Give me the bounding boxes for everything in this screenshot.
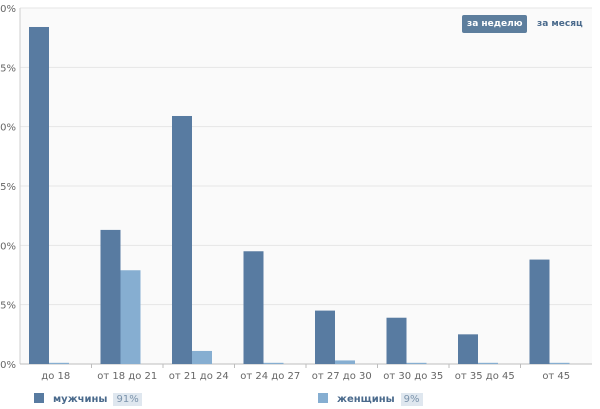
bar-women-3[interactable] (263, 362, 284, 364)
legend-swatch-men (34, 393, 44, 403)
legend-label-men: мужчины (53, 394, 108, 405)
y-tick-label: 20% (0, 123, 16, 134)
month-toggle-button[interactable]: за месяц (537, 19, 583, 29)
bar-men-2[interactable] (172, 115, 192, 364)
legend-label-women: женщины (337, 394, 395, 405)
week-toggle-button[interactable]: за неделю (462, 15, 528, 33)
bar-men-1[interactable] (100, 229, 121, 364)
y-tick-label: 15% (0, 182, 16, 193)
bar-women-6[interactable] (478, 362, 498, 364)
bar-men-5[interactable] (386, 317, 407, 364)
bar-men-6[interactable] (458, 334, 478, 364)
legend-pct-women: 9% (400, 393, 423, 406)
legend-item-women[interactable]: женщины 9% (318, 393, 423, 406)
y-tick-label: 25% (0, 63, 16, 74)
x-tick-label: от 35 до 45 (455, 371, 515, 382)
bar-men-0[interactable] (29, 26, 49, 365)
bar-men-4[interactable] (315, 310, 335, 364)
x-tick-label: от 24 до 27 (240, 371, 300, 382)
y-tick-label: 0% (0, 360, 16, 371)
y-tick-label: 10% (0, 241, 16, 252)
y-tick-label: 5% (0, 301, 16, 312)
x-tick-label: от 21 до 24 (169, 371, 229, 382)
x-tick-label: от 45 (542, 371, 570, 382)
x-tick-label: от 27 до 30 (312, 371, 372, 382)
bar-women-7[interactable] (549, 362, 570, 364)
legend-item-men[interactable]: мужчины 91% (34, 393, 142, 406)
legend-pct-men: 91% (113, 393, 142, 406)
bar-women-2[interactable] (192, 350, 212, 364)
bar-men-3[interactable] (243, 251, 264, 364)
x-tick-label: от 18 до 21 (97, 371, 157, 382)
y-tick-label: 30% (0, 4, 16, 15)
bar-women-4[interactable] (335, 360, 355, 364)
x-tick-label: от 30 до 35 (383, 371, 443, 382)
bar-men-7[interactable] (529, 259, 550, 364)
legend-swatch-women (318, 393, 328, 403)
bar-women-0[interactable] (49, 362, 69, 364)
bar-women-5[interactable] (406, 362, 427, 364)
bar-women-1[interactable] (120, 270, 141, 364)
bar-chart: 0% 5% 10% 15% 20% 25% 30% до 18 от 18 до 21 от 21… (0, 4, 592, 382)
x-tick-label: до 18 (41, 371, 70, 382)
